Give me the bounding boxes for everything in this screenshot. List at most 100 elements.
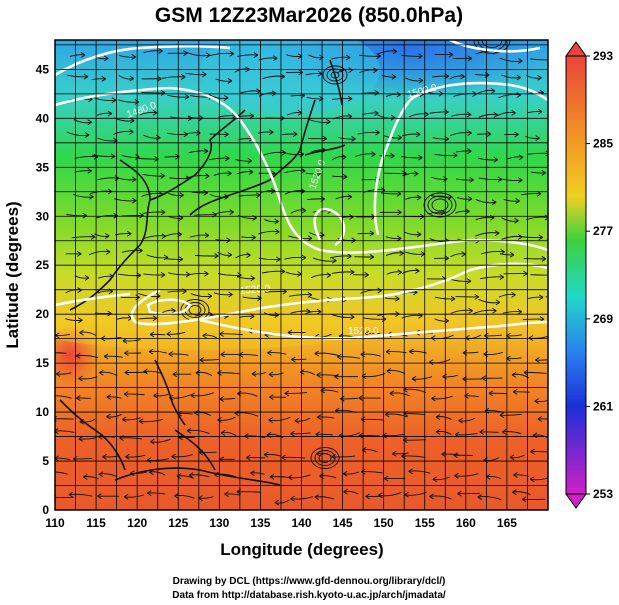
streamline-arrow — [537, 74, 542, 81]
colorbar-scale — [565, 55, 587, 495]
streamline — [477, 496, 502, 501]
streamline — [358, 54, 381, 57]
streamline-arrow — [316, 372, 321, 378]
streamline — [449, 75, 465, 80]
streamline — [284, 256, 307, 260]
streamline-arrow — [106, 394, 112, 400]
streamline-arrow — [269, 394, 274, 400]
streamline-arrow — [83, 73, 89, 80]
streamline — [545, 296, 548, 298]
streamline-arrow — [237, 272, 242, 279]
streamline — [502, 431, 522, 434]
x-tick-label: 160 — [456, 516, 476, 530]
streamline-arrow — [364, 271, 369, 278]
streamline — [512, 491, 531, 495]
streamline-arrow — [150, 438, 155, 445]
streamline — [220, 431, 237, 437]
streamline — [284, 392, 308, 394]
streamline-arrow — [166, 331, 172, 337]
streamline-arrow — [269, 129, 274, 136]
streamline — [479, 276, 504, 280]
streamline-arrow — [431, 395, 436, 402]
streamline-arrow — [376, 53, 381, 60]
streamline — [88, 250, 111, 256]
streamline-arrow — [123, 493, 129, 500]
streamline — [116, 177, 137, 181]
streamline-arrow — [467, 130, 472, 136]
streamline — [305, 310, 322, 315]
streamline — [506, 334, 522, 337]
streamline-arrow — [541, 255, 547, 262]
coastlines — [59, 59, 346, 486]
streamline-arrow — [319, 473, 324, 479]
streamline — [362, 317, 387, 320]
streamline-arrow — [484, 72, 490, 78]
streamline-arrow — [207, 293, 213, 299]
streamline — [239, 90, 261, 94]
streamline — [431, 395, 453, 400]
streamline — [284, 170, 306, 174]
vortex-ring — [431, 198, 449, 212]
streamline — [290, 310, 311, 314]
streamline — [343, 471, 360, 475]
streamline-arrow — [103, 55, 109, 62]
streamline-arrow — [435, 428, 441, 435]
streamline — [153, 393, 169, 397]
streamline-arrow — [389, 390, 395, 397]
streamline-arrow — [174, 493, 179, 499]
streamline — [408, 470, 431, 474]
streamline-arrow — [408, 468, 413, 475]
vortex-ring — [310, 447, 340, 469]
streamline-arrow — [214, 253, 219, 259]
streamline-arrow — [485, 473, 491, 480]
streamline — [141, 192, 163, 197]
streamline — [498, 94, 521, 99]
streamline-arrow — [317, 70, 323, 77]
streamline — [503, 199, 520, 202]
streamline-arrow — [307, 291, 313, 298]
streamline-arrow — [397, 134, 402, 141]
y-tick-labels: 0 5 10 15 20 25 30 35 40 45 — [36, 62, 50, 517]
vortex-ring — [427, 195, 453, 215]
streamline — [429, 111, 449, 114]
streamline-arrow — [404, 491, 409, 498]
streamline-arrow — [300, 369, 305, 375]
streamline-arrow — [227, 170, 232, 177]
streamline-arrow — [136, 272, 142, 279]
streamline-arrow — [124, 350, 129, 357]
streamline — [429, 495, 452, 500]
figure-title: GSM 12Z23Mar2026 (850.0hPa) — [155, 4, 463, 27]
y-tick-label: 30 — [36, 209, 50, 223]
streamline — [189, 234, 209, 238]
streamline-arrow — [190, 392, 195, 399]
streamline — [79, 419, 96, 423]
streamline — [486, 476, 501, 479]
streamline-arrow — [50, 394, 54, 399]
streamline — [355, 153, 376, 157]
streamline — [72, 193, 94, 198]
streamline — [142, 211, 166, 214]
streamline-arrow — [511, 291, 516, 298]
streamline-arrow — [131, 176, 137, 183]
x-tick-label: 130 — [209, 516, 229, 530]
streamline-arrow — [280, 268, 286, 275]
streamline-arrow — [176, 473, 182, 480]
streamline — [549, 154, 566, 157]
streamline-arrow — [397, 269, 403, 276]
streamline-arrow — [268, 417, 273, 424]
streamline — [314, 352, 339, 357]
streamline — [237, 392, 258, 397]
streamline — [307, 198, 325, 201]
streamline-arrow — [83, 474, 88, 480]
streamline — [96, 214, 118, 219]
streamline — [478, 113, 498, 118]
streamline — [454, 473, 479, 477]
streamline — [66, 213, 87, 217]
y-axis-label: Latitude (degrees) — [3, 201, 22, 348]
streamline-arrow — [424, 111, 429, 118]
x-tick-label: 125 — [168, 516, 188, 530]
streamline-arrow — [541, 169, 546, 176]
streamline — [385, 93, 401, 97]
streamline — [386, 370, 406, 374]
streamline — [286, 112, 303, 116]
